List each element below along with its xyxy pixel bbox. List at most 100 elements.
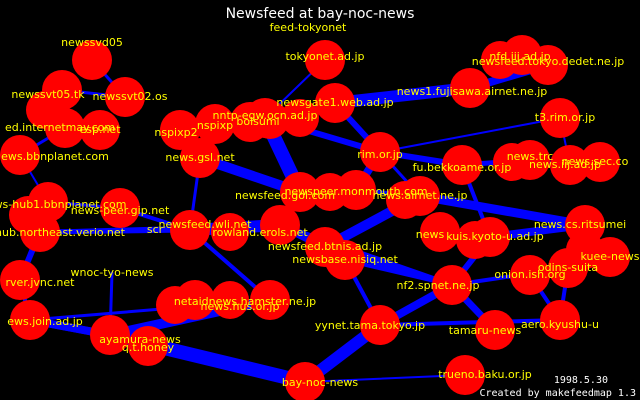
node-circle [195, 104, 235, 144]
node-label: t3.rim.or.jp [535, 111, 595, 124]
node-circle [510, 255, 550, 295]
node-label: nntp-egw.ocn.ad.jp [213, 109, 318, 122]
node-label: nspixp [197, 119, 233, 132]
node-circle [305, 40, 345, 80]
node-label: news.trc [507, 150, 554, 163]
node-label: newsgate1.web.ad.jp [276, 96, 393, 109]
node-circle [540, 300, 580, 340]
node-circle [160, 110, 200, 150]
node-label: ws-hub1.bbnplanet.com [0, 198, 126, 211]
node-label: feed-tokyonet [270, 21, 347, 34]
node-label: news.cs.ritsumei [534, 218, 626, 231]
node-label: news.iij.ad.jp [529, 158, 601, 171]
node-label: fu.bekkoame.or.jp [413, 161, 512, 174]
credit: Created by makefeedmap 1.3 [479, 388, 636, 399]
node-label: newsfeed.btnis.ad.jp [268, 240, 382, 253]
node-label: ews.join.ad.jp [7, 315, 83, 328]
node-label: scr [147, 223, 164, 236]
node-circle [105, 77, 145, 117]
node-label: onion.ish.org [494, 268, 565, 281]
node-label: netaidnews.hamster.ne.jp [174, 295, 316, 308]
node-circle [315, 83, 355, 123]
node-label: wnoc-tyo-news [71, 266, 154, 279]
node-label: boisumi [236, 115, 279, 128]
node-circle [0, 135, 40, 175]
node-label: tokyonet.ad.jp [285, 50, 364, 63]
node-circle [281, 99, 319, 137]
node-label: ed.internetmay.com [5, 121, 115, 134]
node-label: trueno.baku.or.jp [438, 368, 532, 381]
node-circle [336, 170, 376, 210]
node-circle [180, 138, 220, 178]
node-label: nub.northeast.verio.net [0, 226, 126, 239]
node-circle [80, 110, 120, 150]
date: 1998.5.30 [554, 375, 608, 386]
node-circle [128, 326, 168, 366]
node-circle [442, 145, 482, 185]
node-label: nf2.spnet.ne.jp [397, 279, 480, 292]
node-circle [0, 260, 40, 300]
node-label: esp.net [79, 123, 121, 136]
node-label: news [416, 228, 445, 241]
node-label: news.hus.or.jp [201, 300, 280, 313]
title: Newsfeed at bay-noc-news [226, 6, 415, 22]
node-circle [325, 240, 365, 280]
nodes [0, 35, 630, 400]
node-circle [100, 188, 140, 228]
node-label: rver.jvnc.net [6, 276, 76, 289]
node-label: newspeer.monmouth.com [284, 185, 427, 198]
node-circle [42, 70, 82, 110]
node-circle [502, 35, 542, 75]
node-circle [580, 142, 620, 182]
node-label: aero.kyushu-u [521, 318, 599, 331]
node-circle [10, 300, 50, 340]
node-circle [475, 310, 515, 350]
node-label: kuis.kyoto-u.ad.jp [446, 230, 543, 243]
node-label: newssvt02.os [93, 90, 168, 103]
node-label: ayamura-news [99, 333, 181, 346]
node-label: newssvt05.tk [11, 88, 85, 101]
node-circle [470, 217, 510, 257]
node-label: newsbase.nisiq.net [292, 253, 398, 266]
node-label: nspixp2 [154, 126, 197, 139]
node-label: news.gsl.net [165, 151, 235, 164]
edge [415, 191, 590, 230]
node-label: rim.or.jp [357, 148, 403, 161]
node-circle [590, 237, 630, 277]
node-label: q.t.honey [122, 341, 175, 354]
node-circle [540, 98, 580, 138]
labels: feed-tokyonet tokyonet.ad.jp newssvd05 news… [0, 21, 640, 389]
node-label: news1.fujisawa.airnet.ne.jp [397, 85, 548, 98]
node-circle [211, 213, 249, 251]
node-circle [510, 140, 550, 180]
node-circle [175, 280, 215, 320]
node-circle [230, 102, 270, 142]
node-circle [450, 68, 490, 108]
node-label: newssvd05 [61, 36, 123, 49]
node-circle [72, 40, 112, 80]
node-circle [360, 132, 400, 172]
node-circle [28, 182, 68, 222]
node-label: ews.bbnplanet.com [1, 150, 109, 163]
node-label: bay-noc-news [282, 376, 358, 389]
node-label: newsfeed.wli.net [158, 218, 252, 231]
node-circle [90, 315, 130, 355]
node-circle [445, 355, 485, 395]
node-label: news.airnet.ne.jp [373, 189, 468, 202]
node-label: news-peer.gip.net [71, 204, 170, 217]
node-circle [565, 205, 605, 245]
node-circle [211, 281, 249, 319]
node-circle [250, 280, 290, 320]
node-circle [280, 172, 320, 212]
edge [379, 117, 561, 153]
node-label: odins-suita [538, 261, 598, 274]
node-circle [20, 212, 60, 252]
node-circle [260, 205, 300, 245]
node-circle [170, 210, 210, 250]
node-circle [432, 265, 472, 305]
node-label: yynet.tama.tokyo.jp [315, 319, 425, 332]
node-circle [285, 362, 325, 400]
node-circle [45, 108, 85, 148]
